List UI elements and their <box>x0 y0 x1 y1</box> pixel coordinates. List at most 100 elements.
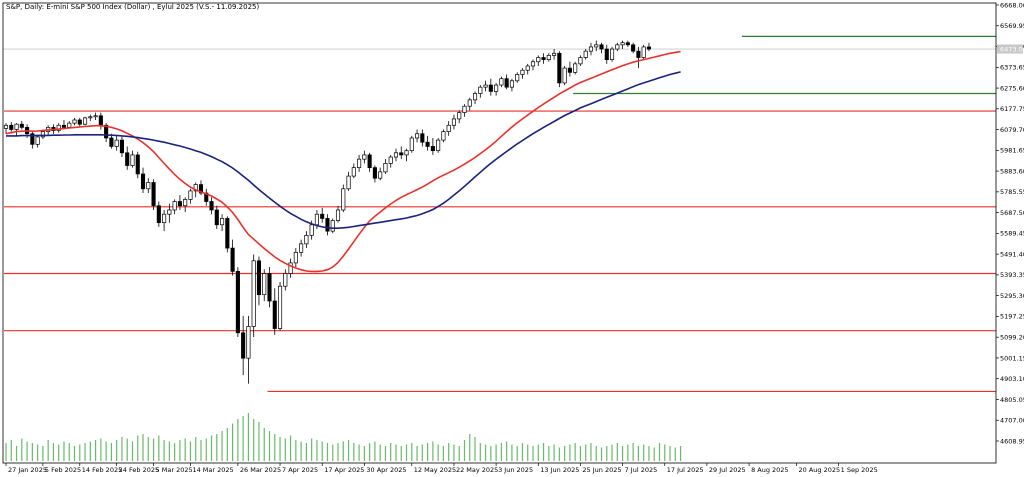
x-tick-label: 17 Jul 2025 <box>667 466 704 474</box>
current-price-box <box>997 44 1023 54</box>
candle-down <box>599 44 604 50</box>
candle-up <box>415 133 420 139</box>
candle-down <box>135 154 140 175</box>
candle-down <box>156 205 161 224</box>
y-tick-label: 5491.40 <box>1000 250 1024 258</box>
x-tick-label: 17 Apr 2025 <box>324 466 364 474</box>
y-tick-label: 5687.50 <box>1000 209 1024 217</box>
candle-up <box>641 46 646 58</box>
candle-up <box>483 84 488 88</box>
x-tick-label: 14 Mar 2025 <box>192 466 233 474</box>
y-tick-label: 4707.00 <box>1000 417 1024 425</box>
candle-down <box>557 52 562 84</box>
y-tick-label: 5197.25 <box>1000 313 1024 321</box>
candle-up <box>220 218 225 226</box>
candle-up <box>536 57 541 63</box>
candle-up <box>620 42 625 46</box>
moving-average-line-0 <box>5 50 681 273</box>
candle-up <box>309 224 314 236</box>
y-tick-label: 5785.55 <box>1000 188 1024 196</box>
current-price-label: 6473.00 <box>1000 45 1024 53</box>
x-tick-label: 29 Jul 2025 <box>709 466 746 474</box>
candle-up <box>56 124 61 131</box>
candle-down <box>214 209 219 226</box>
y-tick-label: 6079.70 <box>1000 126 1024 134</box>
horizontal-levels <box>3 35 996 393</box>
candle-up <box>183 199 188 207</box>
candle-down <box>209 201 214 211</box>
candle-up <box>615 44 620 50</box>
candle-up <box>162 213 167 224</box>
y-tick-label: 5883.60 <box>1000 167 1024 175</box>
x-tick-label: 27 Jan 2025 <box>8 466 47 474</box>
candle-down <box>372 167 377 179</box>
candle-up <box>494 84 499 92</box>
candle-down <box>267 273 272 302</box>
candle-down <box>140 173 146 190</box>
candle-up <box>304 235 309 245</box>
y-tick-label: 5589.45 <box>1000 230 1024 238</box>
candle-down <box>272 300 277 329</box>
candle-up <box>530 61 536 67</box>
x-tick-label: 1 Sep 2025 <box>841 466 878 474</box>
candle-up <box>478 86 483 94</box>
candle-down <box>119 139 124 154</box>
candle-down <box>541 57 546 60</box>
y-tick-label: 5295.30 <box>1000 292 1024 300</box>
candle-down <box>77 119 82 125</box>
candle-down <box>177 201 182 207</box>
candle-up <box>330 220 335 232</box>
candle-down <box>9 124 14 130</box>
candle-down <box>320 213 325 219</box>
candle-down <box>19 123 24 128</box>
y-tick-label: 6373.65 <box>1000 64 1024 72</box>
y-tick-label: 6569.95 <box>1000 22 1024 30</box>
y-tick-label: 5001.15 <box>1000 354 1024 362</box>
candle-up <box>314 213 319 226</box>
candle-up <box>451 118 457 126</box>
candle-up <box>583 50 588 58</box>
candles <box>3 40 651 384</box>
candle-up <box>441 131 446 141</box>
candle-down <box>325 218 330 232</box>
x-tick-label: 12 May 2025 <box>414 466 456 474</box>
candle-down <box>625 42 630 46</box>
candle-up <box>262 273 267 296</box>
candle-up <box>67 122 72 128</box>
y-tick-label: 5099.20 <box>1000 333 1024 341</box>
candle-down <box>204 192 209 202</box>
candle-down <box>125 152 130 166</box>
candle-up <box>446 124 451 132</box>
candle-up <box>362 154 367 160</box>
x-tick-label: 5 Mar 2025 <box>156 466 193 474</box>
candle-up <box>588 46 594 52</box>
candle-up <box>130 154 135 166</box>
candle-up <box>82 117 88 125</box>
candle-down <box>367 154 372 168</box>
candle-up <box>351 167 356 177</box>
candle-up <box>93 115 98 118</box>
candle-up <box>552 52 557 56</box>
y-tick-label: 4608.95 <box>1000 437 1024 445</box>
candle-up <box>299 243 304 253</box>
candle-down <box>30 133 35 145</box>
candle-down <box>230 247 235 272</box>
x-tick-label: 30 Apr 2025 <box>366 466 406 474</box>
candle-down <box>225 218 230 249</box>
candle-up <box>609 48 615 60</box>
candle-up <box>562 67 567 84</box>
y-tick-label: 6177.75 <box>1000 105 1024 113</box>
candle-up <box>594 44 599 48</box>
y-tick-label: 4805.05 <box>1000 396 1024 404</box>
candle-up <box>193 184 198 192</box>
y-tick-label: 4903.10 <box>1000 375 1024 383</box>
candle-up <box>40 131 45 138</box>
moving-averages <box>5 50 681 273</box>
x-tick-label: 24 Feb 2025 <box>119 466 159 474</box>
candle-up <box>525 65 530 71</box>
candle-up <box>172 201 177 211</box>
chart-title: S&P, Daily: E-mini S&P 500 Index (Dollar… <box>6 3 259 11</box>
candle-up <box>499 78 504 86</box>
candle-down <box>98 115 103 126</box>
candle-up <box>546 55 551 60</box>
